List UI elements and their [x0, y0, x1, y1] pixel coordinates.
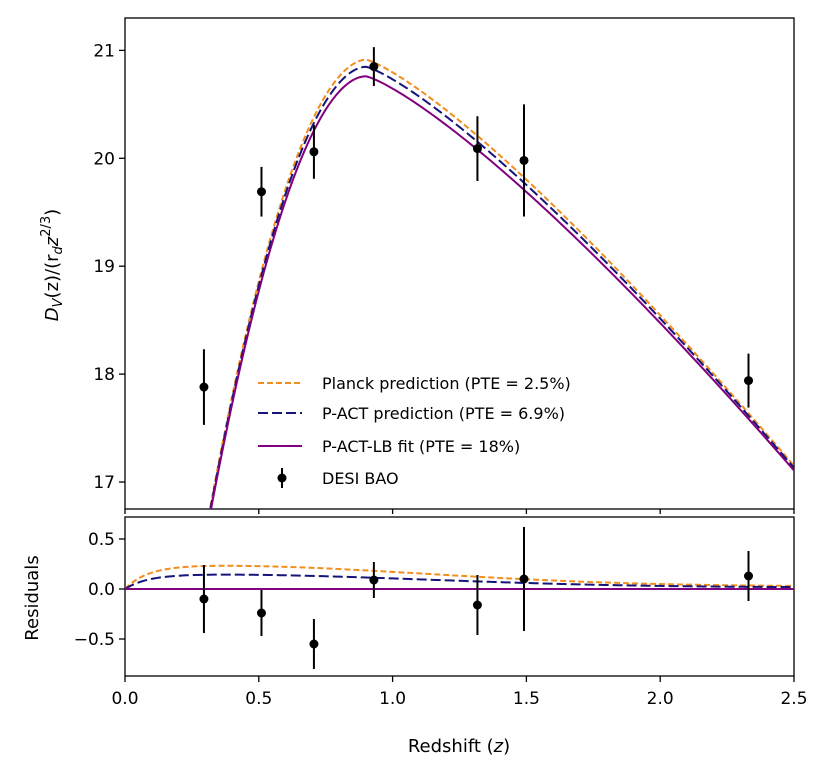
top-series-line-2: [210, 75, 794, 509]
bottom-plot-frame: [124, 516, 795, 677]
top-y-tick-label: 19: [93, 257, 115, 277]
bottom-y-ticks: −0.5 0.0 0.5: [74, 530, 125, 650]
x-tick-label: 1.0: [379, 689, 406, 709]
bottom-data-point: [199, 594, 209, 604]
legend-pact-label: P-ACT prediction (PTE = 6.9%): [322, 404, 565, 423]
x-tick-label: 1.5: [513, 689, 540, 709]
top-curves: [208, 58, 794, 509]
bottom-data-point: [256, 608, 266, 618]
top-y-tick-label: 18: [93, 365, 115, 385]
legend-pactlb-label: P-ACT-LB fit (PTE = 18%): [322, 437, 520, 456]
top-y-tick-label: 17: [93, 473, 115, 493]
top-plot-frame: [124, 17, 795, 510]
top-series-line-0: [208, 58, 794, 509]
top-y-ticks: 17 18 19 20 21: [93, 41, 125, 493]
bottom-data-point: [369, 575, 379, 585]
x-tick-label: 2.0: [647, 689, 674, 709]
top-data-point: [519, 155, 529, 165]
top-y-axis-label: DV(z)/(rdz2/3): [39, 209, 66, 321]
top-data-point: [744, 376, 754, 386]
top-data-point: [199, 382, 209, 392]
x-tick-label: 2.5: [780, 689, 807, 709]
top-y-tick-label: 21: [93, 41, 115, 61]
bottom-points: [199, 527, 754, 669]
top-data-point: [256, 187, 266, 197]
bottom-data-point: [309, 639, 319, 649]
bottom-y-tick-label: −0.5: [74, 630, 115, 650]
bottom-y-tick-label: 0.0: [88, 580, 115, 600]
bottom-curves: [125, 564, 794, 590]
bottom-data-point: [519, 574, 529, 584]
top-data-point: [369, 62, 379, 72]
top-data-point: [472, 144, 482, 154]
top-points: [199, 47, 754, 425]
x-tick-label: 0.5: [245, 689, 272, 709]
bottom-y-tick-label: 0.5: [88, 530, 115, 550]
x-axis-label: Redshift (z): [408, 736, 510, 757]
bottom-series-line-1: [125, 573, 794, 590]
top-series-line-1: [209, 65, 794, 509]
top-y-tick-label: 20: [93, 149, 115, 169]
bottom-data-point: [744, 571, 754, 581]
x-ticks: 0.0 0.5 1.0 1.5 2.0 2.5: [111, 509, 808, 709]
x-tick-label: 0.0: [111, 689, 138, 709]
top-data-point: [309, 147, 319, 157]
legend-desi-label: DESI BAO: [322, 469, 399, 488]
legend-desi-marker: [277, 473, 287, 483]
bottom-data-point: [472, 600, 482, 610]
legend: Planck prediction (PTE = 2.5%) P-ACT pre…: [258, 374, 571, 488]
bottom-y-axis-label: Residuals: [22, 555, 43, 640]
legend-planck-label: Planck prediction (PTE = 2.5%): [322, 374, 571, 393]
bottom-series-line-0: [125, 564, 794, 590]
